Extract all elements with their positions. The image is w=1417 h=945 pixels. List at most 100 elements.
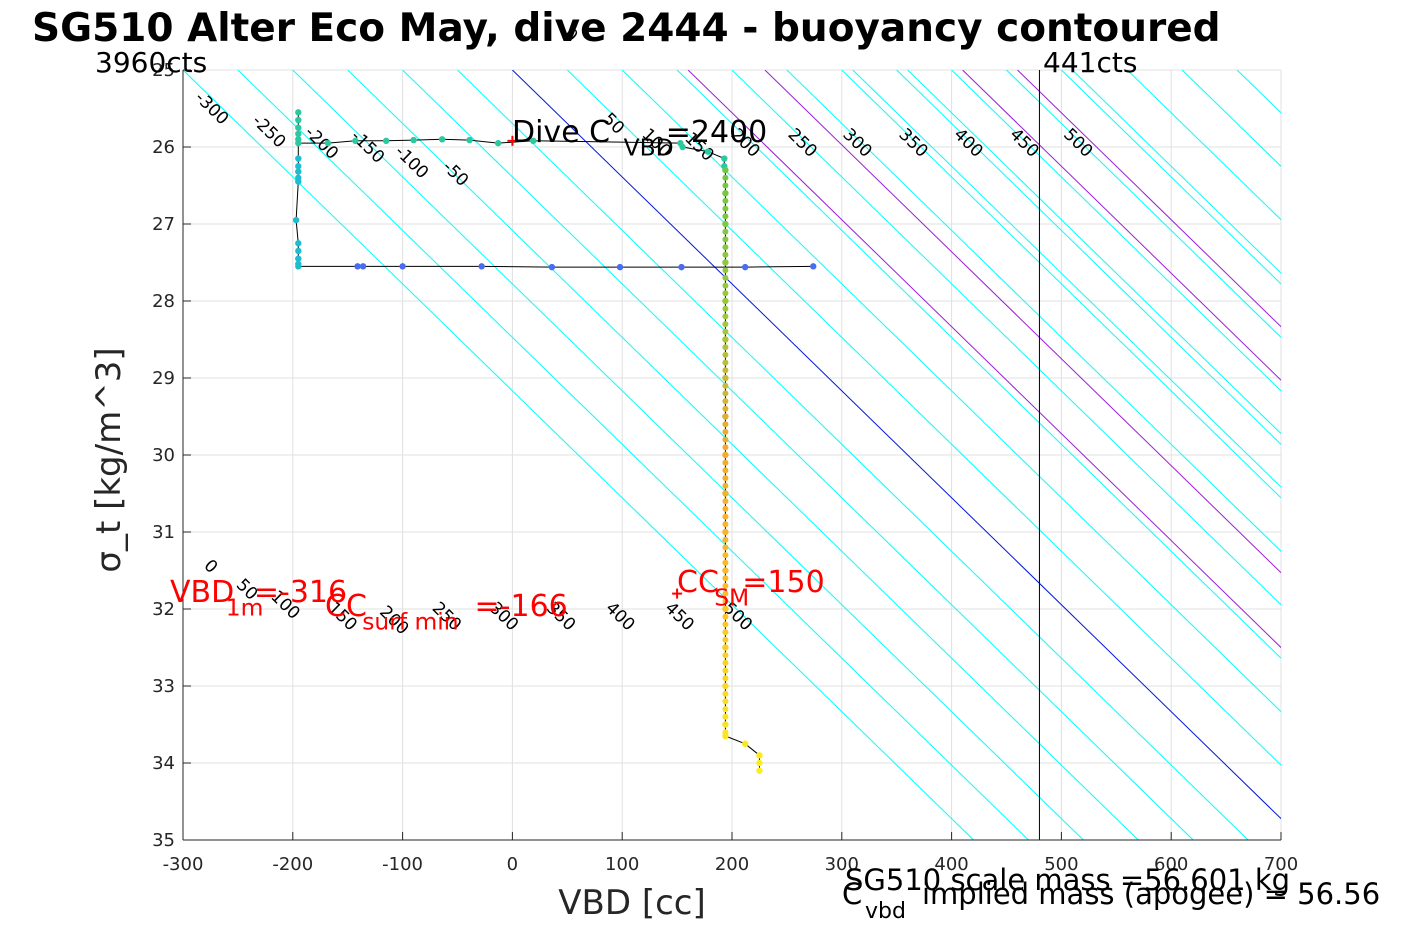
data-point [722,475,729,482]
data-point [722,267,729,274]
data-point [756,767,763,774]
data-point [722,259,729,266]
data-point [722,613,729,620]
contour-line [347,70,1139,840]
data-point [324,139,332,147]
data-point [722,336,729,343]
data-point [741,263,749,271]
marker-cross [507,135,518,146]
contour-line [676,70,1281,659]
data-point [382,137,390,145]
data-point [478,263,485,270]
data-point [722,629,729,636]
data-point [722,413,729,420]
data-point [722,221,729,227]
data-point [722,382,729,389]
axes: -300 -200 -100 0 100 200 300 400 500 600 700 25 26 27… [89,46,1298,923]
contour-line [962,70,1281,381]
data-point [722,544,729,551]
data-point [438,136,446,143]
x-tick-label: 500 [1044,854,1078,875]
cvbd-sub-label: vbd [865,899,906,924]
contour-line [621,70,1281,713]
y-tick-label: 26 [152,137,175,158]
data-point [530,137,537,145]
data-point [722,598,729,605]
data-point [494,139,502,147]
data-point [295,247,302,255]
data-point [722,698,729,705]
data-point [721,155,728,162]
data-point [359,263,367,270]
contour-line [687,70,1281,649]
data-point [295,109,302,116]
data-point [722,405,729,412]
data-point [722,359,729,366]
contour-line [402,70,1194,840]
data-point [722,305,729,312]
data-point [722,205,729,212]
data-point [722,197,729,204]
chart-title: SG510 Alter Eco May, dive 2444 - buoyanc… [32,6,1221,51]
data-point [722,290,729,297]
data-point [295,124,302,131]
data-point [679,143,686,151]
y-tick-label: 28 [152,291,175,312]
implied-mass-label: implied mass (apogee) = 56.56 [922,877,1380,911]
data-point [722,721,729,728]
data-point [548,263,556,271]
contour-line [183,70,974,840]
data-point [678,263,685,271]
data-point [295,155,302,162]
data-point [722,706,729,713]
contour-line [1072,70,1281,274]
contour-line [1017,70,1281,328]
data-point [722,236,729,243]
vbd-1m-label-value: =-316 [254,575,347,610]
contour-line [896,70,1281,446]
data-point [722,621,729,628]
y-tick-label: 25 [152,60,175,81]
contour-label: 400 [601,598,638,635]
y-tick-label: 30 [152,445,175,466]
profile [292,109,817,774]
vbd-1m-label-main: VBD [170,575,234,610]
contour-label: 500 [1059,125,1096,162]
data-point [354,263,361,270]
data-point [722,690,729,697]
dive-c-label-sub: VBD [624,134,674,162]
data-point [295,168,302,175]
x-tick-label: -300 [163,854,204,875]
contour-label: 250 [784,125,821,162]
data-point [722,683,729,689]
data-point [722,490,729,497]
data-point [295,130,302,138]
x-tick-label: 600 [1154,854,1188,875]
data-point [722,398,729,405]
data-point [295,263,302,270]
contour-line [841,70,1281,499]
data-point [722,313,729,320]
data-point [722,436,729,443]
contour-label: 0 [560,24,582,46]
data-point [295,178,302,185]
data-point [722,228,729,235]
contour-label: 450 [1005,125,1042,162]
data-point [722,321,729,328]
data-point [722,567,729,574]
data-point [722,351,729,358]
contour-label: -100 [391,142,433,183]
contour-line [1347,70,1417,840]
data-point [616,263,624,271]
x-tick-label: 100 [605,854,639,875]
contour-line [731,70,1281,606]
y-tick-label: 27 [152,214,175,235]
x-tick-label: -200 [272,854,313,875]
contour-line [292,70,1084,840]
data-point [722,182,729,189]
data-point [295,163,302,170]
